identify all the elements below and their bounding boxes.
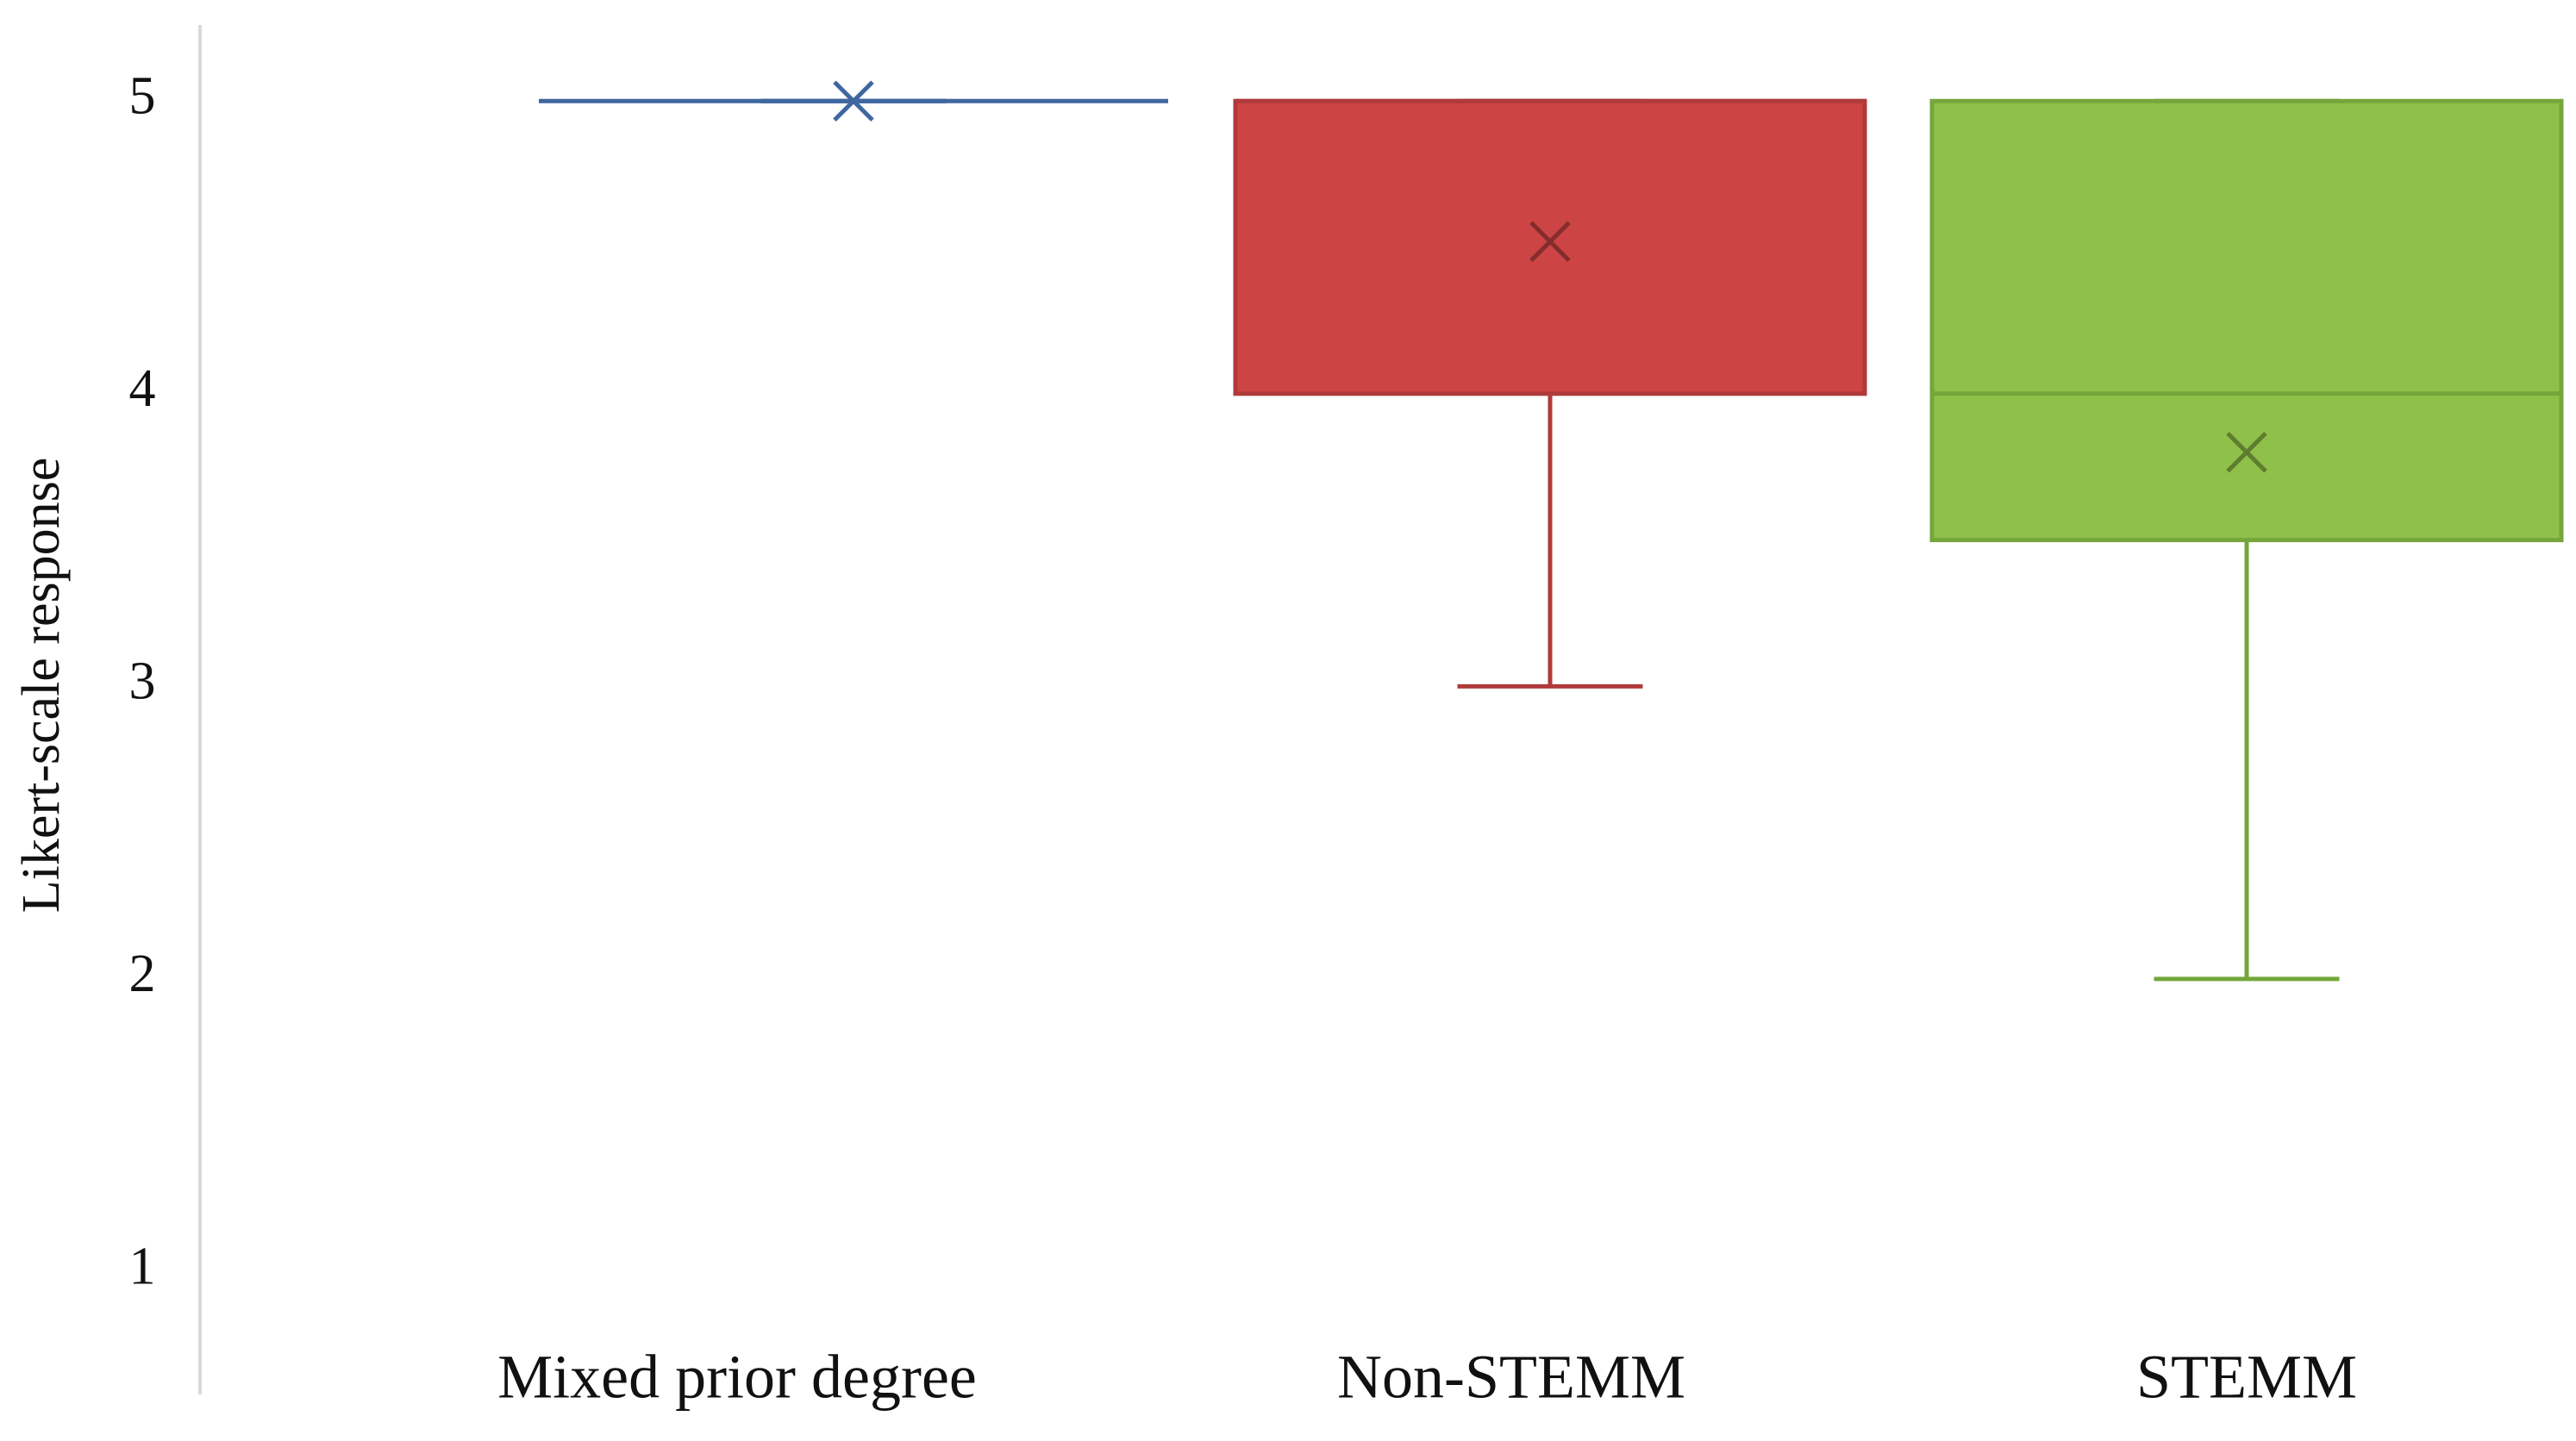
x-tick-label: Mixed prior degree xyxy=(497,1343,977,1412)
mean-marker xyxy=(1529,221,1571,263)
box xyxy=(1233,98,1867,396)
mean-marker xyxy=(2226,431,2267,473)
x-tick-label: Non-STEMM xyxy=(1337,1343,1685,1412)
y-tick-label: 1 xyxy=(129,1238,156,1296)
y-tick-label: 4 xyxy=(129,359,156,418)
y-tick-label: 2 xyxy=(129,945,156,1003)
y-tick-label: 5 xyxy=(129,67,156,126)
box xyxy=(1929,98,2564,543)
y-tick-label: 3 xyxy=(129,652,156,711)
x-tick-label: STEMM xyxy=(2136,1343,2357,1412)
y-axis-label: Likert-scale response xyxy=(12,458,71,913)
mean-marker xyxy=(833,80,874,122)
